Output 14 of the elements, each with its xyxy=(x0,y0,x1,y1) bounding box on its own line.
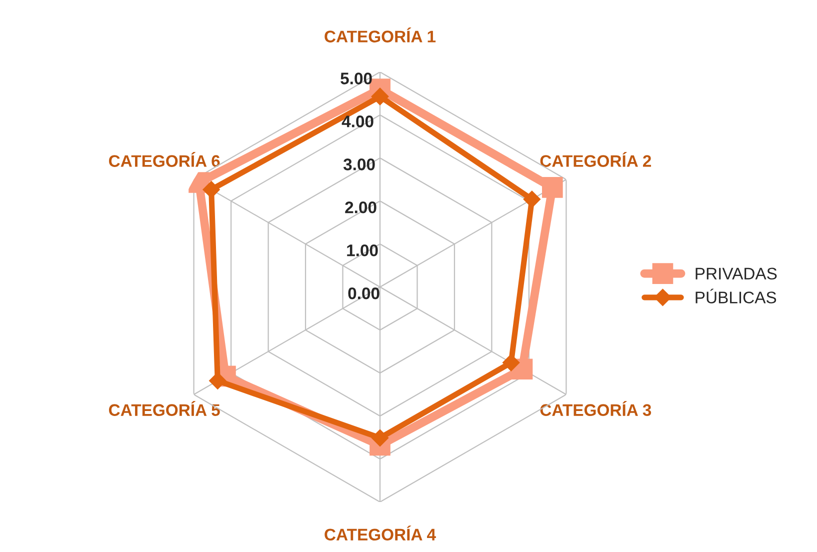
y-tick-label: 1.00 xyxy=(347,244,378,256)
y-tick-label: 4.00 xyxy=(342,116,374,128)
spoke-label: CATEGORÍA 2 xyxy=(540,152,652,167)
y-tick-label: 3.00 xyxy=(343,158,375,170)
y-tick-label: 5.00 xyxy=(340,72,372,84)
spoke-label: CATEGORÍA 4 xyxy=(324,526,436,540)
y-tick-label: 2.00 xyxy=(345,201,376,214)
spoke-label: CATEGORÍA 6 xyxy=(109,152,220,167)
y-tick-label: 0.00 xyxy=(348,287,380,300)
legend-label: PRIVADAS xyxy=(696,268,777,280)
spoke-label: CATEGORÍA 5 xyxy=(109,401,220,416)
spoke-label: CATEGORÍA 3 xyxy=(540,401,652,416)
spoke-label: CATEGORÍA 1 xyxy=(324,28,436,42)
legend-label: PÚBLICAS xyxy=(696,288,776,304)
